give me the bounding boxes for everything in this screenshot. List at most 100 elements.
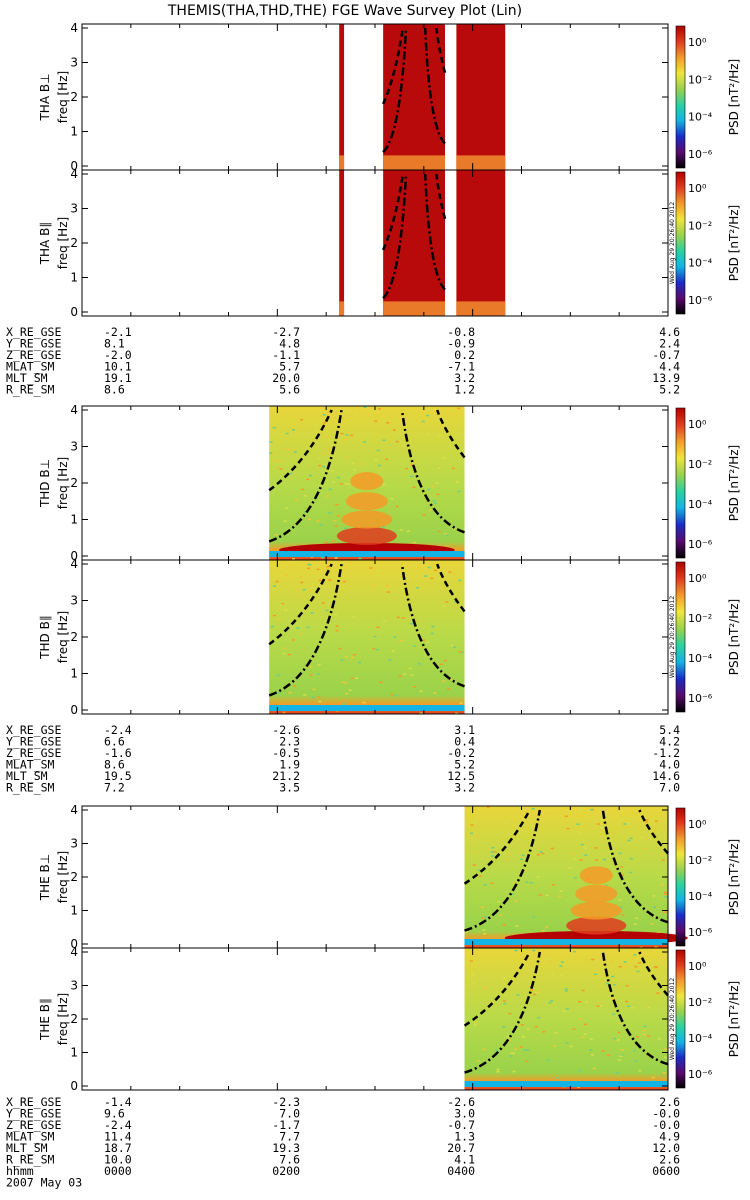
spectrogram-speckle <box>520 1024 524 1026</box>
ephemeris-value: 19.5 <box>104 769 132 783</box>
low-freq-cyan-band <box>464 939 668 945</box>
colorbar-label: PSD [nT²/Hz] <box>727 59 741 135</box>
ephemeris-value: 11.4 <box>104 1130 132 1144</box>
spectrogram-speckle <box>634 917 638 920</box>
spectrogram-speckle <box>663 891 667 894</box>
spectrogram-speckle <box>412 486 416 489</box>
spectrogram-speckle <box>430 577 434 580</box>
spectrogram-speckle <box>445 601 449 603</box>
spectrogram-speckle <box>633 953 637 956</box>
spectrogram-speckle <box>537 991 541 993</box>
ephemeris-value: 4.2 <box>659 735 680 749</box>
spectrogram-speckle <box>573 950 577 953</box>
spectrogram-speckle <box>295 588 299 590</box>
spectrogram-speckle <box>535 991 539 994</box>
spectrogram-speckle <box>569 1045 573 1048</box>
ephemeris-value: -2.4 <box>104 1118 132 1132</box>
spectrogram-speckle <box>332 481 336 483</box>
spectrogram-speckle <box>594 973 598 976</box>
spectrogram-speckle <box>454 601 458 603</box>
spectrogram-speckle <box>288 691 292 694</box>
spectrogram-speckle <box>452 646 456 648</box>
y-tick-label: 4 <box>70 167 78 181</box>
spectrogram-speckle <box>376 570 380 572</box>
spectrogram-speckle <box>634 965 638 968</box>
ephemeris-value: -0.8 <box>447 325 475 339</box>
spectrogram-speckle <box>502 1026 506 1028</box>
spectrogram-speckle <box>294 499 298 502</box>
cyclotron-curve <box>381 173 405 251</box>
spectrogram-speckle <box>484 934 488 936</box>
ephemeris-value: -2.6 <box>272 723 300 737</box>
spectrogram-speckle <box>565 1042 569 1044</box>
colorbar-tick-label: 10⁻⁴ <box>688 111 713 124</box>
ephemeris-value: -7.1 <box>447 360 475 374</box>
spectrogram-speckle <box>461 651 465 654</box>
spectrogram-speckle <box>459 702 463 704</box>
ephemeris-value: 10.1 <box>104 360 132 374</box>
ephemeris-value: 4.4 <box>659 360 680 374</box>
spectrogram-speckle <box>407 530 411 532</box>
spectrogram-speckle <box>619 906 623 909</box>
spectrogram-speckle <box>377 464 381 467</box>
spectrogram-speckle <box>291 639 295 641</box>
spectrogram-speckle <box>644 821 648 823</box>
ephemeris-value: 2.6 <box>659 1153 680 1167</box>
spectrogram-speckle <box>287 448 291 451</box>
ephemeris-value: 4.0 <box>659 758 680 772</box>
y-tick-label: 1 <box>70 667 78 681</box>
spectrogram-speckle <box>506 1036 510 1038</box>
harmonic-blob <box>345 492 388 511</box>
spectrogram-speckle <box>327 447 331 450</box>
colorbar-tick-label: 10⁰ <box>688 36 707 49</box>
colorbar-tick-label: 10⁻⁶ <box>688 1068 713 1081</box>
spectrogram-speckle <box>297 595 301 597</box>
spectrogram-speckle <box>269 441 273 443</box>
spectrogram-speckle <box>490 851 494 853</box>
cyclotron-curve <box>638 951 669 997</box>
spectrogram-speckle <box>625 965 629 968</box>
ephemeris-value: -2.6 <box>447 1095 475 1109</box>
spectrogram-speckle <box>338 647 342 650</box>
spectrogram-speckle <box>335 503 339 506</box>
spectrogram-speckle <box>321 453 325 455</box>
spectrogram-speckle <box>317 457 321 460</box>
ephemeris-row-label: Z_RE_GSE <box>6 348 61 362</box>
y-tick-label: 0 <box>70 305 78 319</box>
spectrogram-speckle <box>284 574 288 577</box>
spectrogram-speckle <box>328 579 332 581</box>
spectrogram-speckle <box>564 988 568 990</box>
spectrogram-speckle <box>629 837 633 840</box>
spectrogram-speckle <box>647 1006 651 1009</box>
spectrogram-speckle <box>581 1036 585 1039</box>
spectrogram-speckle <box>390 693 394 696</box>
spectrogram-speckle <box>433 502 437 505</box>
cyclotron-curve <box>601 951 669 1066</box>
spectrogram-low-freq-band <box>339 301 345 316</box>
spectrogram-speckle <box>271 453 275 455</box>
spectrogram-speckle <box>521 1035 525 1038</box>
spectrogram-speckle <box>296 627 300 629</box>
spectrogram-speckle <box>581 989 585 992</box>
spectrogram-panel: 0 1 2 3 4 THA B⊥ freq [Hz] 10⁰ 10⁻² 10⁻⁴ 10⁻⁶ PSD [… <box>38 21 741 173</box>
spectrogram-speckle <box>276 674 280 677</box>
spectrogram-speckle <box>548 960 552 963</box>
ephemeris-row-label: X_RE_GSE <box>6 325 61 339</box>
spectrogram-speckle <box>662 1072 666 1074</box>
spectrogram-speckle <box>417 663 421 665</box>
spectrogram-speckle <box>545 926 549 928</box>
spectrogram-speckle <box>583 847 587 849</box>
spectrogram-speckle <box>413 685 417 688</box>
spectrogram-speckle <box>416 586 420 589</box>
spectrogram-speckle <box>306 567 310 570</box>
spectrogram-speckle <box>399 639 403 642</box>
spectrogram-low-freq-band <box>456 155 506 170</box>
spectrogram-speckle <box>299 576 303 578</box>
ephemeris-row-label: MLT_SM <box>6 371 48 385</box>
spectrogram-speckle <box>435 482 439 484</box>
ephemeris-value: 8.1 <box>104 337 125 351</box>
spectrogram-speckle <box>294 560 298 563</box>
spectrogram-speckle <box>316 568 320 571</box>
spectrogram-speckle <box>432 500 436 502</box>
ephemeris-row-label: MLAT_SM <box>6 1130 55 1144</box>
